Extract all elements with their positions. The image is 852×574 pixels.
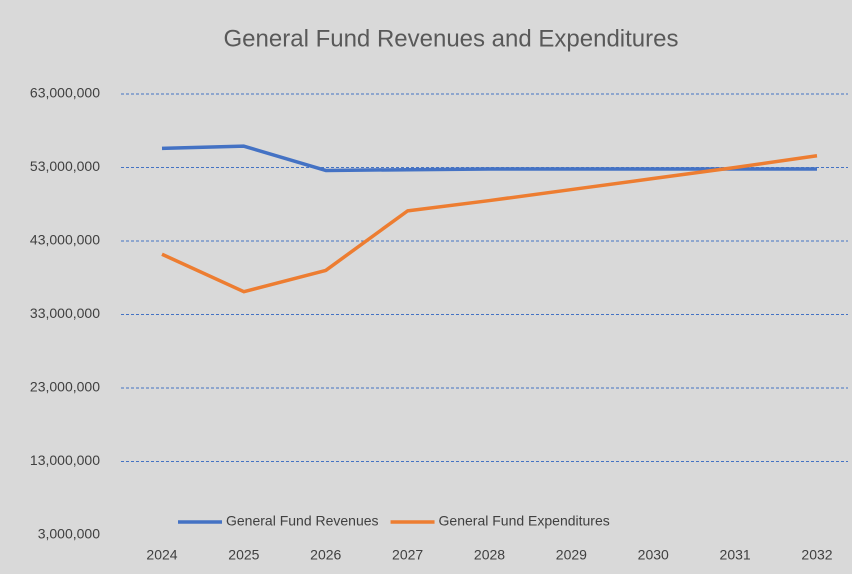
x-tick-label: 2032 (801, 547, 832, 563)
line-series (161, 154, 818, 294)
x-tick-label: 2024 (146, 547, 177, 563)
x-tick-label: 2027 (392, 547, 423, 563)
x-tick-label: 2029 (556, 547, 587, 563)
legend-label: General Fund Expenditures (439, 513, 610, 529)
legend-label: General Fund Revenues (226, 513, 379, 529)
chart-title: General Fund Revenues and Expenditures (224, 25, 679, 52)
y-tick-label: 33,000,000 (30, 305, 100, 321)
y-tick-label: 13,000,000 (30, 452, 100, 468)
x-tick-label: 2025 (228, 547, 259, 563)
y-tick-label: 63,000,000 (30, 85, 100, 101)
y-tick-label: 43,000,000 (30, 232, 100, 248)
x-tick-label: 2031 (720, 547, 751, 563)
line-series (161, 144, 817, 173)
y-tick-label: 23,000,000 (30, 379, 100, 395)
x-tick-label: 2028 (474, 547, 505, 563)
y-tick-label: 53,000,000 (30, 158, 100, 174)
x-tick-label: 2030 (638, 547, 669, 563)
x-tick-label: 2026 (310, 547, 341, 563)
y-tick-label: 3,000,000 (38, 526, 100, 542)
